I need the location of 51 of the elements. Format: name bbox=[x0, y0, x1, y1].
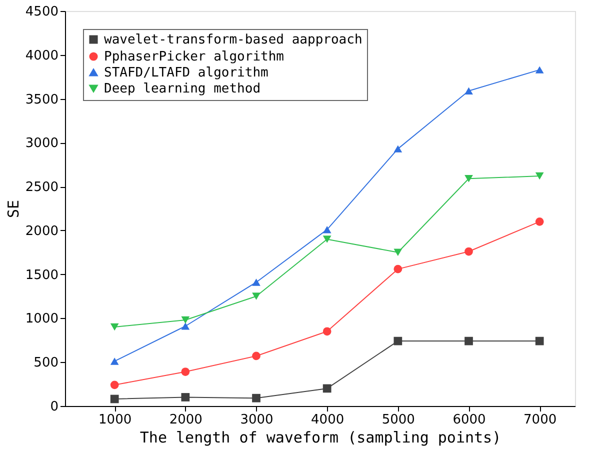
point bbox=[252, 352, 260, 360]
point bbox=[181, 322, 190, 330]
x-tick-label: 6000 bbox=[452, 412, 486, 428]
point bbox=[181, 393, 190, 402]
legend-label: STAFD/LTAFD algorithm bbox=[104, 66, 269, 80]
point bbox=[464, 87, 473, 94]
point bbox=[464, 336, 473, 346]
point bbox=[110, 380, 119, 390]
x-tick-label: 2000 bbox=[169, 412, 202, 428]
y-tick-label: 3000 bbox=[25, 136, 58, 152]
x-tick-label: 7000 bbox=[524, 412, 557, 428]
y-tick-label: 2000 bbox=[25, 224, 58, 239]
legend-label: Deep learning method bbox=[104, 82, 261, 96]
legend-label: PphaserPicker algorithm bbox=[104, 50, 284, 64]
legend-label: wavelet-transform-based aapproach bbox=[104, 32, 362, 48]
y-tick-label: 1000 bbox=[25, 312, 58, 327]
point bbox=[110, 323, 119, 331]
point bbox=[322, 327, 332, 336]
x-tick-label: 3000 bbox=[240, 412, 274, 428]
point bbox=[252, 292, 260, 300]
point bbox=[322, 226, 332, 234]
point bbox=[535, 336, 544, 346]
point bbox=[394, 264, 402, 274]
point bbox=[110, 358, 119, 365]
y-tick-label: 500 bbox=[34, 356, 58, 371]
y-tick-label: 0 bbox=[50, 400, 58, 414]
x-tick-label: 4000 bbox=[311, 412, 344, 428]
y-tick-label: 4500 bbox=[25, 4, 58, 20]
point bbox=[535, 217, 544, 226]
point bbox=[181, 316, 190, 324]
x-tick-label: 5000 bbox=[382, 412, 415, 428]
point bbox=[181, 368, 190, 376]
point bbox=[322, 236, 332, 243]
y-tick-label: 2500 bbox=[25, 180, 58, 196]
y-tick-label: 3500 bbox=[25, 92, 58, 108]
point bbox=[464, 247, 473, 256]
point bbox=[535, 66, 544, 74]
point bbox=[394, 145, 402, 152]
x-axis-title: The length of waveform (sampling points) bbox=[140, 428, 502, 446]
point bbox=[394, 248, 402, 256]
y-tick-label: 1500 bbox=[25, 268, 58, 283]
point bbox=[322, 384, 332, 393]
point bbox=[464, 175, 473, 182]
point bbox=[394, 336, 402, 346]
point bbox=[252, 394, 260, 402]
x-tick-label: 1000 bbox=[98, 412, 132, 428]
y-tick-label: 4000 bbox=[25, 48, 58, 64]
point bbox=[110, 394, 119, 404]
point bbox=[535, 172, 544, 180]
point bbox=[252, 278, 260, 286]
y-axis-title: SE bbox=[4, 200, 22, 218]
